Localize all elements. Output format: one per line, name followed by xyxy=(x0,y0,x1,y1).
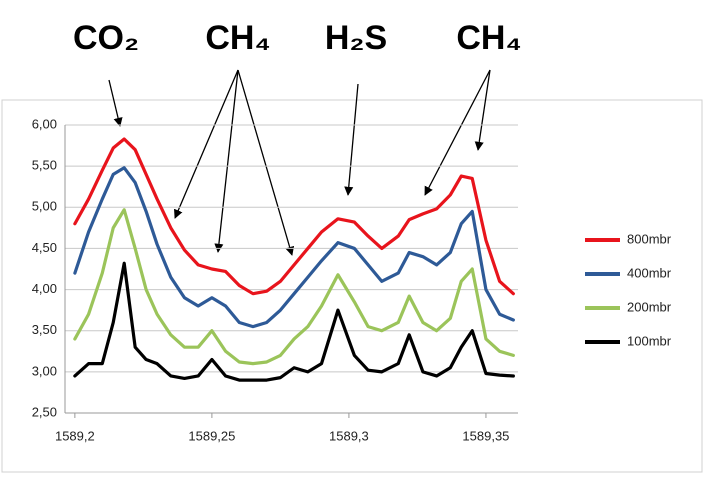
annotation: CH₄ xyxy=(456,19,521,57)
y-tick-label: 6,00 xyxy=(32,116,57,131)
y-tick-label: 3,50 xyxy=(32,322,57,337)
series-line xyxy=(73,261,515,382)
legend-label: 200mbr xyxy=(627,299,672,314)
x-tick-label: 1589,35 xyxy=(462,428,509,443)
legend-label: 100mbr xyxy=(627,333,672,348)
annotation: H₂S xyxy=(325,19,387,57)
y-tick-label: 4,50 xyxy=(32,240,57,255)
arrows xyxy=(108,69,491,256)
series-line xyxy=(73,208,515,366)
x-tick-label: 1589,3 xyxy=(329,428,369,443)
y-tick-label: 4,00 xyxy=(32,281,57,296)
legend-label: 800mbr xyxy=(627,231,672,246)
annotation: CO₂ xyxy=(73,19,139,57)
y-tick-label: 5,00 xyxy=(32,199,57,214)
y-tick-label: 2,50 xyxy=(32,404,57,419)
y-tick-label: 5,50 xyxy=(32,158,57,173)
x-tick-label: 1589,2 xyxy=(55,428,95,443)
annotation: CH₄ xyxy=(205,19,270,57)
y-tick-label: 3,00 xyxy=(32,363,57,378)
legend-label: 400mbr xyxy=(627,265,672,280)
series-line xyxy=(73,166,515,329)
chart-frame xyxy=(1,99,703,473)
x-tick-label: 1589,25 xyxy=(188,428,235,443)
series-line xyxy=(73,137,515,296)
